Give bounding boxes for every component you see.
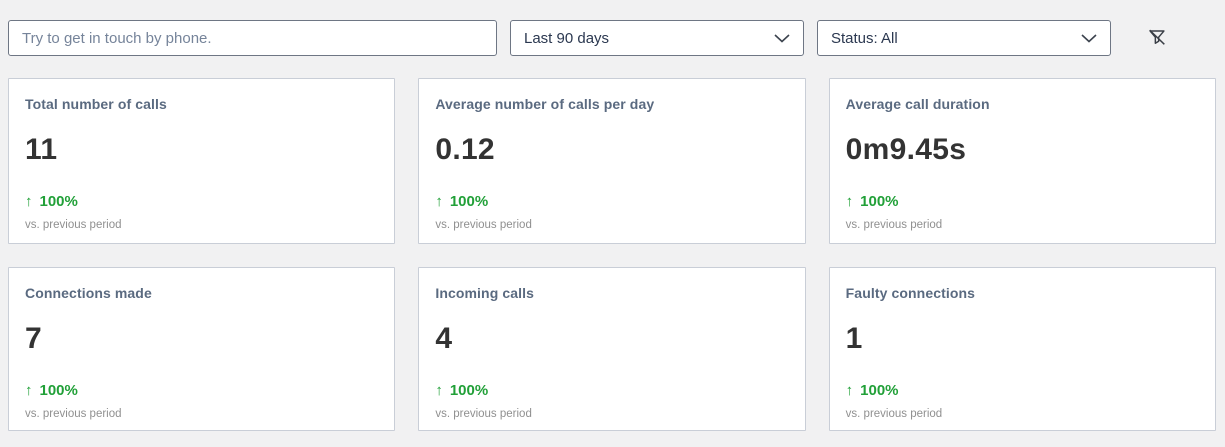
trend-row: ↑ 100% bbox=[846, 193, 1199, 210]
up-arrow-icon: ↑ bbox=[845, 193, 854, 210]
card-title: Connections made bbox=[25, 285, 152, 301]
trend-row: ↑ 100% bbox=[846, 382, 1199, 399]
filters-toolbar: Last 90 days Status: All bbox=[8, 20, 1216, 56]
trend-change: 100% bbox=[449, 382, 489, 399]
up-arrow-icon: ↑ bbox=[25, 382, 33, 399]
card-value: 4 bbox=[435, 322, 453, 355]
stat-card-connections-made: Connections made 7 ↑ 100% vs. previous p… bbox=[8, 267, 396, 431]
date-range-value: Last 90 days bbox=[524, 29, 610, 47]
stat-card-total-calls: Total number of calls 11 ↑ 100% vs. prev… bbox=[8, 78, 396, 244]
date-range-dropdown[interactable]: Last 90 days bbox=[510, 20, 804, 56]
comparison-label: vs. previous period bbox=[845, 408, 943, 420]
up-arrow-icon: ↑ bbox=[435, 193, 443, 210]
trend-row: ↑ 100% bbox=[25, 193, 378, 210]
filter-off-icon bbox=[1146, 26, 1168, 51]
card-title: Average number of calls per day bbox=[435, 96, 655, 112]
trend-change: 100% bbox=[39, 193, 78, 210]
status-dropdown[interactable]: Status: All bbox=[817, 20, 1111, 56]
trend-change: 100% bbox=[449, 193, 489, 210]
comparison-label: vs. previous period bbox=[435, 408, 532, 420]
card-title: Average call duration bbox=[845, 96, 990, 112]
trend-change: 100% bbox=[860, 382, 899, 399]
card-title: Incoming calls bbox=[435, 285, 534, 301]
chevron-down-icon bbox=[1081, 33, 1097, 43]
stats-grid: Total number of calls 11 ↑ 100% vs. prev… bbox=[8, 78, 1216, 431]
comparison-label: vs. previous period bbox=[435, 219, 532, 231]
card-value: 1 bbox=[845, 322, 863, 355]
card-title: Total number of calls bbox=[25, 96, 167, 112]
card-value: 11 bbox=[25, 133, 58, 166]
comparison-label: vs. previous period bbox=[25, 219, 122, 231]
up-arrow-icon: ↑ bbox=[435, 382, 443, 399]
trend-row: ↑ 100% bbox=[25, 382, 378, 399]
chevron-down-icon bbox=[774, 33, 790, 43]
trend-row: ↑ 100% bbox=[435, 193, 788, 210]
stat-card-avg-calls-per-day: Average number of calls per day 0.12 ↑ 1… bbox=[418, 78, 806, 244]
trend-change: 100% bbox=[860, 193, 899, 210]
card-value: 0m9.45s bbox=[845, 133, 967, 166]
trend-change: 100% bbox=[39, 382, 78, 399]
stat-card-faulty-connections: Faulty connections 1 ↑ 100% vs. previous… bbox=[828, 267, 1216, 431]
search-input[interactable] bbox=[8, 20, 497, 56]
up-arrow-icon: ↑ bbox=[25, 193, 33, 210]
stat-card-avg-call-duration: Average call duration 0m9.45s ↑ 100% vs.… bbox=[828, 78, 1216, 244]
card-value: 7 bbox=[25, 322, 42, 355]
stat-card-incoming-calls: Incoming calls 4 ↑ 100% vs. previous per… bbox=[418, 267, 806, 431]
comparison-label: vs. previous period bbox=[25, 408, 122, 420]
status-value: Status: All bbox=[831, 29, 898, 47]
clear-filters-button[interactable] bbox=[1142, 23, 1172, 53]
card-title: Faulty connections bbox=[845, 285, 976, 301]
trend-row: ↑ 100% bbox=[435, 382, 788, 399]
comparison-label: vs. previous period bbox=[845, 219, 943, 231]
card-value: 0.12 bbox=[435, 133, 495, 166]
up-arrow-icon: ↑ bbox=[845, 382, 854, 399]
